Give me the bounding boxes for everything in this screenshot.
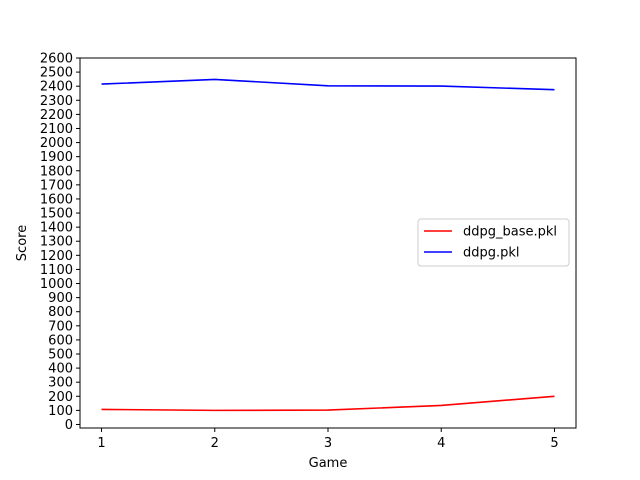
y-tick-label: 300 xyxy=(48,376,73,391)
y-tick-label: 100 xyxy=(48,404,73,419)
legend-label: ddpg_base.pkl xyxy=(463,225,557,240)
x-axis-ticks: 1 2 3 4 5 xyxy=(97,428,559,451)
y-tick-label: 1600 xyxy=(40,192,73,207)
y-tick-label: 800 xyxy=(48,305,73,320)
x-tick-label: 3 xyxy=(324,436,332,451)
y-tick-label: 2300 xyxy=(40,94,73,109)
x-axis-label: Game xyxy=(309,456,348,471)
y-axis-ticks: 0100200300400500600700800900100011001200… xyxy=(40,52,80,433)
y-tick-label: 2600 xyxy=(40,52,73,67)
y-axis-label: Score xyxy=(15,225,30,261)
series-line-2 xyxy=(101,78,555,91)
y-tick-label: 1000 xyxy=(40,277,73,292)
legend-box xyxy=(417,218,570,267)
y-tick-label: 700 xyxy=(48,319,73,334)
y-tick-label: 1100 xyxy=(40,263,73,278)
y-tick-label: 600 xyxy=(48,333,73,348)
y-tick-label: 1300 xyxy=(40,235,73,250)
y-tick-label: 1500 xyxy=(40,207,73,222)
y-tick-label: 2200 xyxy=(40,108,73,123)
x-tick-label: 4 xyxy=(437,436,445,451)
y-tick-label: 2400 xyxy=(40,80,73,95)
y-tick-label: 1700 xyxy=(40,178,73,193)
legend-label: ddpg.pkl xyxy=(463,246,520,261)
x-tick-label: 1 xyxy=(97,436,105,451)
y-tick-label: 2500 xyxy=(40,66,73,81)
x-tick-label: 5 xyxy=(550,436,558,451)
y-tick-label: 1800 xyxy=(40,164,73,179)
y-tick-label: 1200 xyxy=(40,249,73,264)
y-tick-label: 400 xyxy=(48,362,73,377)
series-lines xyxy=(101,78,555,412)
y-tick-label: 200 xyxy=(48,390,73,405)
legend: ddpg_base.pkl ddpg.pkl xyxy=(417,218,570,267)
y-tick-label: 1900 xyxy=(40,150,73,165)
series-line-1 xyxy=(101,395,555,412)
y-tick-label: 2000 xyxy=(40,136,73,151)
x-tick-label: 2 xyxy=(211,436,219,451)
y-tick-label: 0 xyxy=(65,418,73,433)
y-tick-label: 500 xyxy=(48,348,73,363)
y-tick-label: 2100 xyxy=(40,122,73,137)
y-tick-label: 900 xyxy=(48,291,73,306)
y-tick-label: 1400 xyxy=(40,221,73,236)
